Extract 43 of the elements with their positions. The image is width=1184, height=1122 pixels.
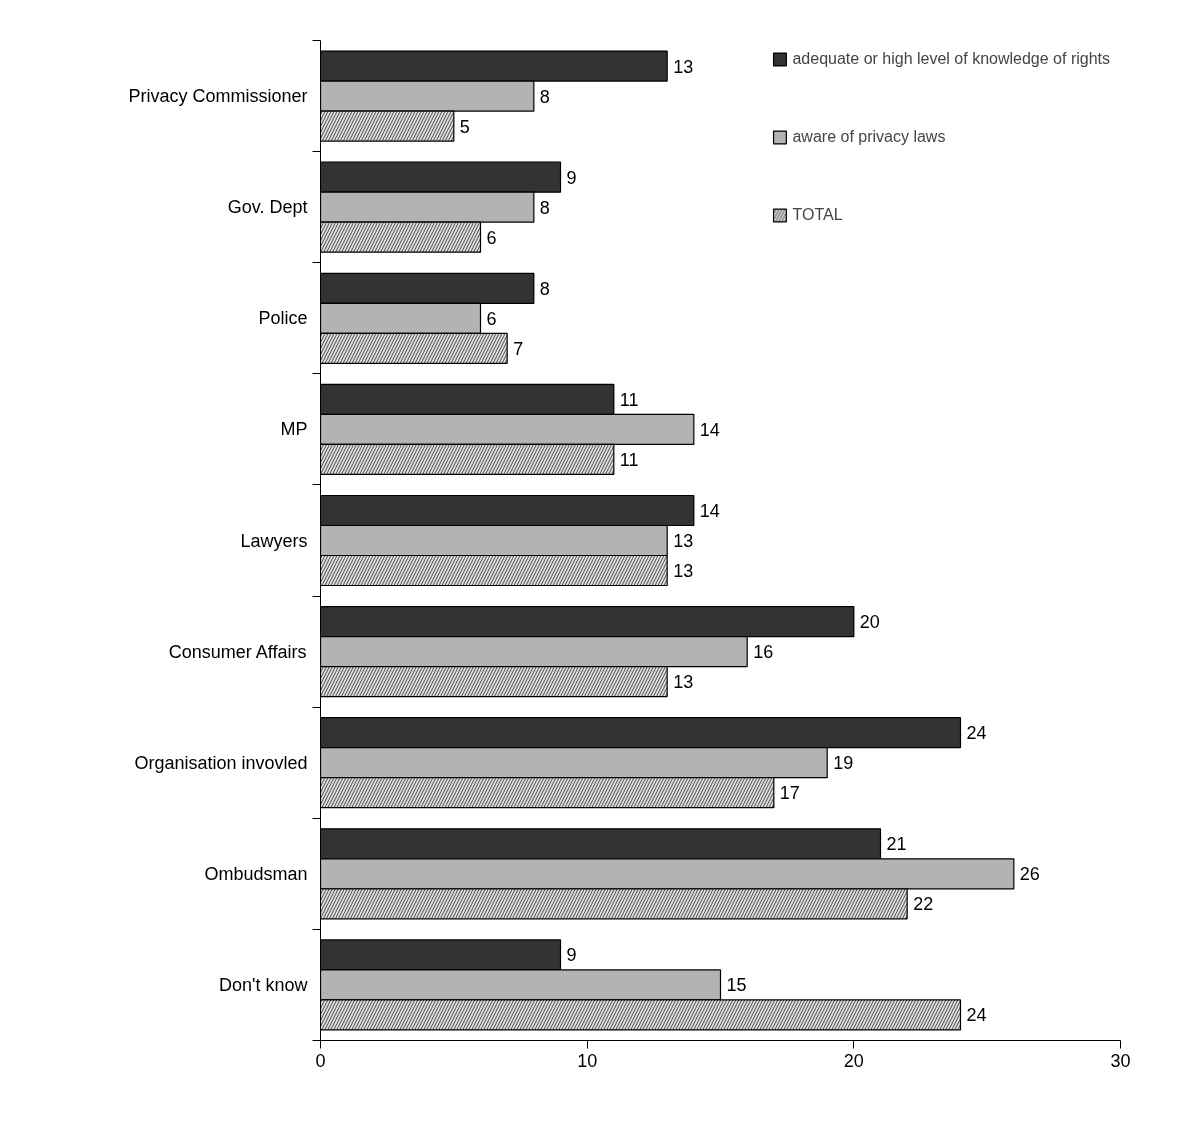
data-label: 15	[726, 975, 747, 996]
data-label: 21	[886, 834, 907, 855]
y-tick-label: Lawyers	[240, 530, 308, 551]
data-label: 11	[619, 449, 639, 470]
x-tick-label: 30	[1110, 1050, 1131, 1071]
y-tick-label: Ombudsman	[204, 863, 308, 884]
y-tick-label: Organisation invovled	[134, 752, 308, 773]
data-label: 6	[486, 227, 497, 248]
y-tick-label: Don't know	[219, 974, 309, 995]
legend-label: adequate or high level of knowledge of rights	[792, 50, 1110, 68]
x-tick-label: 10	[577, 1050, 598, 1071]
data-label: 13	[673, 531, 694, 551]
data-label: 20	[859, 612, 880, 633]
data-label: 19	[833, 753, 854, 774]
data-label: 16	[753, 642, 774, 663]
data-label: 7	[513, 338, 524, 359]
y-tick-label: Consumer Affairs	[168, 641, 307, 662]
data-label: 13	[673, 561, 694, 581]
data-label: 13	[673, 672, 694, 693]
x-tick-label: 0	[315, 1050, 326, 1071]
data-label: 8	[539, 197, 550, 218]
data-label: 8	[539, 278, 550, 299]
data-label: 6	[486, 308, 497, 329]
data-label: 11	[619, 389, 639, 410]
legend-label: TOTAL	[792, 206, 843, 224]
data-label: 24	[966, 723, 987, 744]
x-tick-label: 20	[843, 1050, 864, 1071]
data-label: 5	[459, 116, 470, 137]
data-label: 14	[699, 501, 720, 521]
y-tick-label: Police	[258, 308, 308, 329]
data-label: 22	[913, 894, 934, 915]
data-label: 17	[779, 783, 800, 804]
y-tick-label: Privacy Commissioner	[128, 86, 308, 107]
data-label: 9	[566, 167, 577, 188]
legend-label: aware of privacy laws	[792, 128, 946, 146]
data-label: 9	[566, 945, 577, 966]
y-tick-label: Gov. Dept	[227, 197, 308, 218]
data-label: 24	[966, 1005, 987, 1026]
data-label: 8	[539, 86, 550, 107]
data-label: 13	[673, 56, 694, 77]
data-label: 14	[699, 419, 720, 440]
y-tick-label: MP	[280, 419, 308, 440]
data-label: 26	[1019, 864, 1040, 885]
